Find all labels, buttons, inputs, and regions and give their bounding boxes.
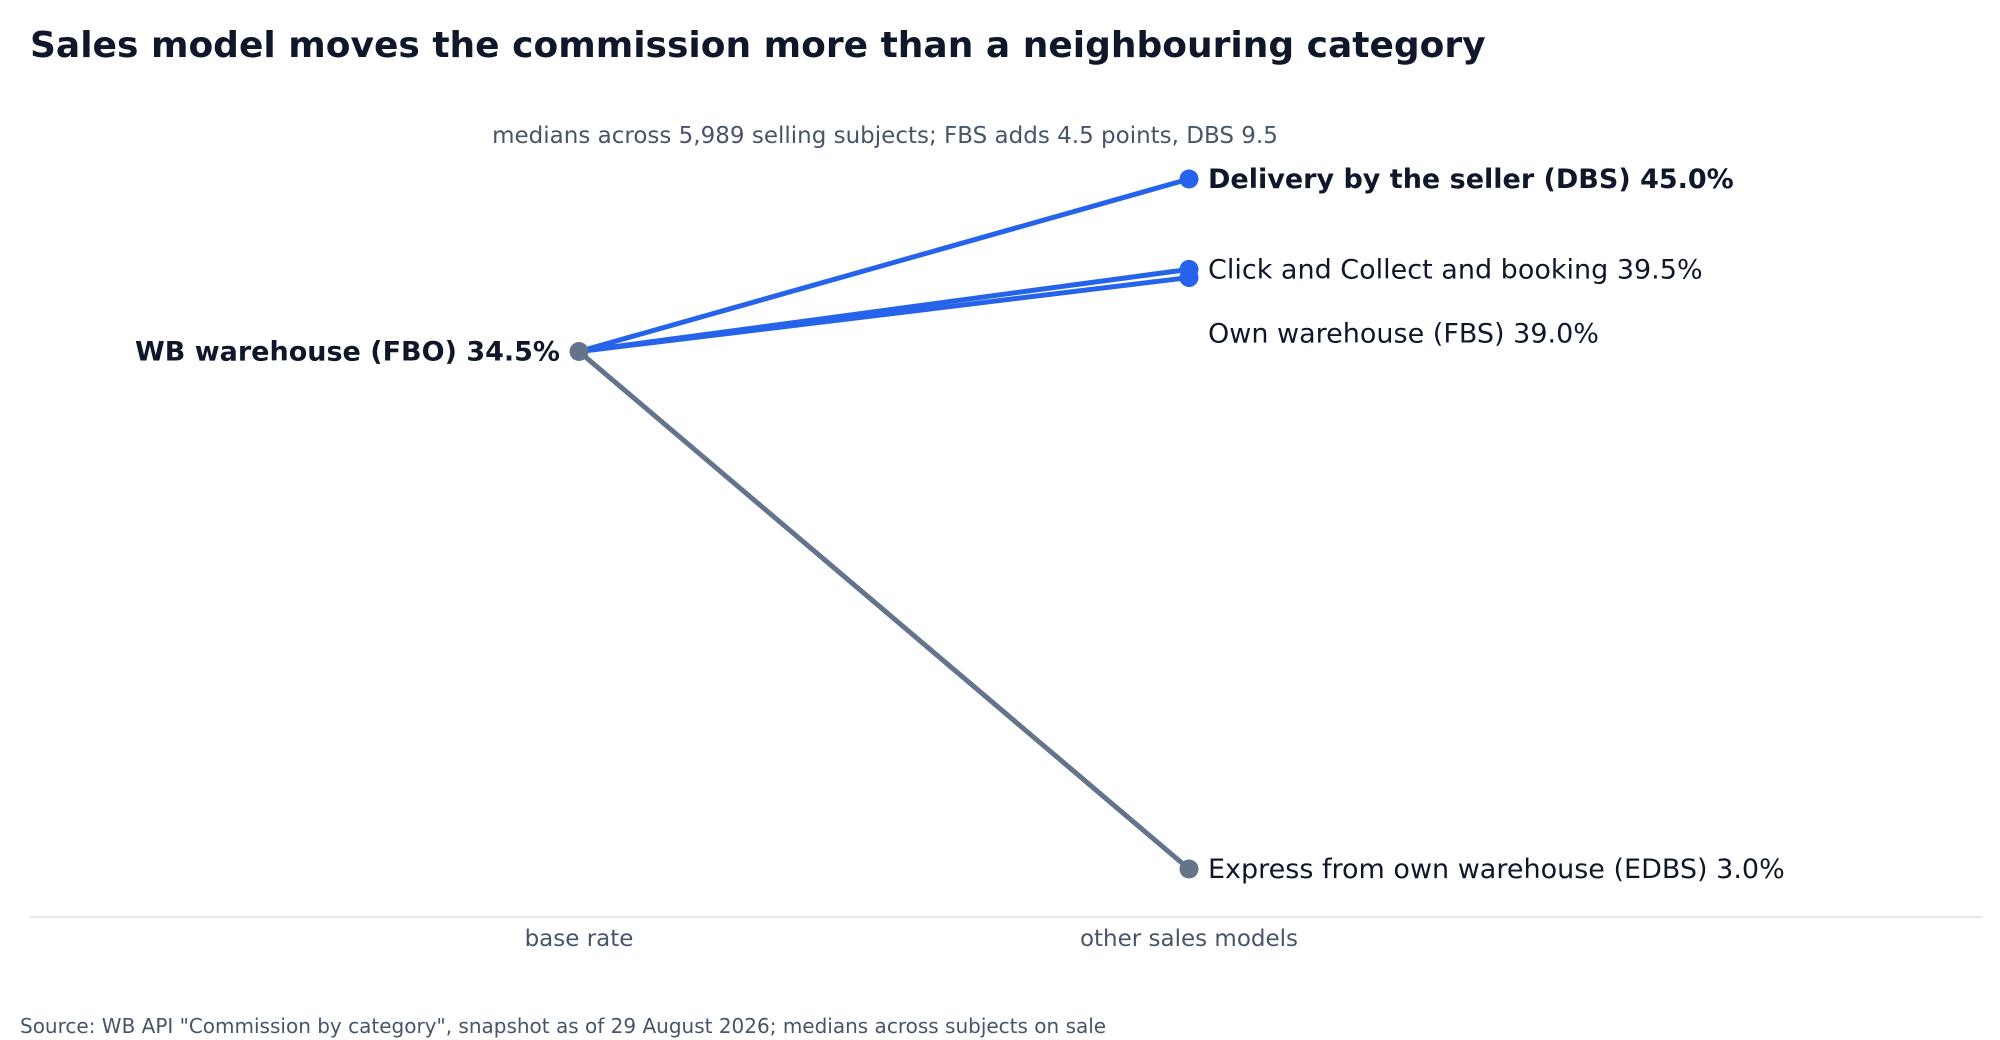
slope-line-delivery-by-the-seller-dbs xyxy=(576,176,1192,354)
point-labels: WB warehouse (FBO) 34.5% Delivery by the … xyxy=(135,164,1785,885)
chart-title: Sales model moves the commission more th… xyxy=(30,25,1486,66)
slope-line-express-from-own-warehouse-edbs xyxy=(576,349,1192,872)
label-express-from-own-warehouse-edbs: Express from own warehouse (EDBS) 3.0% xyxy=(1208,854,1785,885)
x-tick-label-other-sales-models: other sales models xyxy=(1080,926,1298,952)
label-own-warehouse-fbs: Own warehouse (FBS) 39.0% xyxy=(1208,318,1599,349)
point-own-warehouse-fbs xyxy=(1179,268,1199,288)
chart-subtitle: medians across 5,989 selling subjects; F… xyxy=(492,123,1278,149)
source-note: Source: WB API "Commission by category",… xyxy=(20,1014,1106,1038)
slope-lines xyxy=(576,176,1192,872)
label-delivery-by-the-seller-dbs: Delivery by the seller (DBS) 45.0% xyxy=(1208,164,1734,195)
point-delivery-by-the-seller-dbs xyxy=(1179,169,1199,189)
point-wb-warehouse-fbo xyxy=(569,342,589,361)
point-express-from-own-warehouse-edbs xyxy=(1179,859,1199,879)
label-click-and-collect-and-booking: Click and Collect and booking 39.5% xyxy=(1208,254,1703,285)
x-tick-label-base-rate: base rate xyxy=(525,926,634,952)
label-wb-warehouse-fbo: WB warehouse (FBO) 34.5% xyxy=(135,337,560,368)
slope-line-own-warehouse-fbs xyxy=(576,275,1192,354)
slope-points xyxy=(569,169,1199,879)
